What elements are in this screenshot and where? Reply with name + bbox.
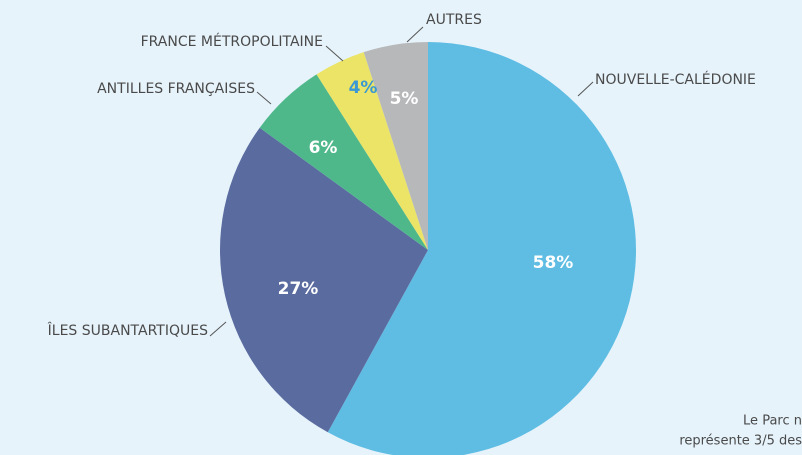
pie-slice (327, 42, 636, 455)
value-label: 5% (390, 89, 419, 109)
leader-line (325, 45, 344, 62)
value-label: 6% (309, 138, 338, 158)
note: représente 3/5 des (679, 434, 802, 449)
category-label: FRANCE MÉTROPOLITAINE (141, 33, 323, 50)
category-label: AUTRES (426, 12, 482, 28)
leader-line (256, 91, 272, 105)
leader-line (209, 321, 227, 337)
pie-slice (363, 42, 428, 250)
leader-line (577, 81, 594, 97)
pie-slice (219, 127, 428, 433)
value-label: 58% (533, 253, 574, 273)
pie-slice (316, 52, 428, 251)
category-label: ÎLES SUBANTARTIQUES (47, 321, 208, 339)
value-label: 27% (278, 279, 319, 299)
pie-slice (259, 74, 428, 250)
leader-line (406, 26, 424, 43)
category-label: ANTILLES FRANÇAISES (97, 81, 255, 97)
note: Le Parc n (743, 414, 802, 429)
category-label: NOUVELLE-CALÉDONIE (595, 71, 756, 88)
value-label: 4% (349, 78, 378, 98)
